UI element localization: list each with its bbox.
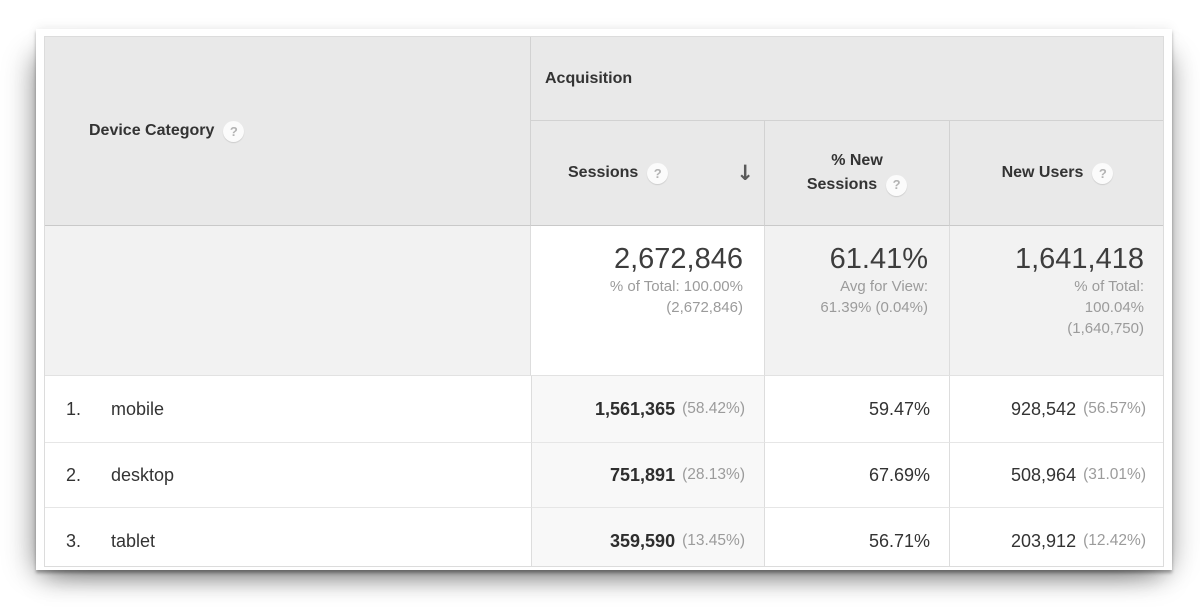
new-users-value: 508,964: [1011, 464, 1077, 485]
sessions-cell: 359,590 (13.45%): [531, 508, 764, 566]
sessions-percent: (58.42%): [682, 400, 745, 417]
sessions-cell: 1,561,365 (58.42%): [531, 376, 764, 443]
row-index: 1.: [66, 398, 82, 419]
help-icon[interactable]: ?: [647, 162, 669, 184]
help-icon[interactable]: ?: [1092, 162, 1114, 184]
table-row-device-tablet: 3. tablet: [45, 508, 531, 566]
summary-new-users-note: 100.04%: [1084, 299, 1144, 316]
sessions-cell: 751,891 (28.13%): [531, 443, 764, 508]
column-header-new-users[interactable]: New Users ?: [949, 121, 1163, 226]
new-users-percent: (12.42%): [1083, 532, 1146, 549]
summary-pct-new-sessions-cell: 61.41% Avg for View: 61.39% (0.04%): [764, 226, 949, 376]
summary-device-category-cell: [45, 226, 531, 376]
device-label: tablet: [111, 530, 156, 551]
pct-new-sessions-value: 59.47%: [868, 398, 930, 419]
device-category-header-label: Device Category: [89, 122, 215, 139]
pct-new-sessions-cell: 67.69%: [764, 443, 949, 508]
summary-new-users-note: % of Total:: [1074, 278, 1144, 295]
device-label: mobile: [111, 398, 165, 419]
sessions-value: 1,561,365: [595, 398, 676, 419]
summary-sessions-note: % of Total: 100.00%: [609, 278, 743, 295]
sort-descending-icon[interactable]: ↓: [736, 160, 754, 185]
pct-new-sessions-cell: 59.47%: [764, 376, 949, 443]
sessions-percent: (13.45%): [682, 532, 745, 549]
pct-new-sessions-header-line2: Sessions: [806, 176, 878, 193]
column-header-pct-new-sessions[interactable]: % New Sessions ?: [764, 121, 949, 226]
new-users-value: 203,912: [1011, 530, 1077, 551]
summary-new-users-cell: 1,641,418 % of Total: 100.04% (1,640,750…: [949, 226, 1163, 376]
new-users-cell: 928,542 (56.57%): [949, 376, 1163, 443]
sessions-value: 751,891: [610, 464, 676, 485]
device-label: desktop: [111, 464, 175, 485]
new-users-percent: (56.57%): [1083, 400, 1146, 417]
new-users-header-label: New Users: [1001, 164, 1084, 181]
help-icon[interactable]: ?: [886, 174, 908, 196]
new-users-value: 928,542: [1011, 398, 1077, 419]
column-header-sessions[interactable]: Sessions ? ↓: [531, 121, 764, 226]
summary-pct-new-sessions-note: Avg for View:: [840, 278, 928, 295]
table-row-device-desktop: 2. desktop: [45, 443, 531, 508]
device-category-table: Device Category ? Acquisition Sessions ?…: [44, 36, 1164, 567]
sessions-header-label: Sessions: [568, 164, 639, 181]
new-users-cell: 203,912 (12.42%): [949, 508, 1163, 566]
help-icon[interactable]: ?: [223, 120, 245, 142]
summary-new-users-value: 1,641,418: [1014, 243, 1144, 275]
pct-new-sessions-header-line1: % New: [831, 152, 883, 169]
row-index: 3.: [66, 530, 82, 551]
new-users-percent: (31.01%): [1083, 466, 1146, 483]
pct-new-sessions-value: 56.71%: [868, 530, 930, 551]
pct-new-sessions-cell: 56.71%: [764, 508, 949, 566]
summary-sessions-value: 2,672,846: [613, 243, 743, 275]
column-group-header-acquisition: Acquisition: [531, 37, 1163, 121]
analytics-table-card: Device Category ? Acquisition Sessions ?…: [36, 29, 1172, 570]
summary-sessions-cell: 2,672,846 % of Total: 100.00% (2,672,846…: [531, 226, 764, 376]
column-header-device-category[interactable]: Device Category ?: [45, 37, 531, 226]
row-index: 2.: [66, 464, 82, 485]
sessions-percent: (28.13%): [682, 466, 745, 483]
new-users-cell: 508,964 (31.01%): [949, 443, 1163, 508]
summary-new-users-note: (1,640,750): [1067, 320, 1144, 337]
summary-pct-new-sessions-value: 61.41%: [829, 243, 928, 275]
pct-new-sessions-value: 67.69%: [868, 464, 930, 485]
summary-sessions-note: (2,672,846): [666, 299, 743, 316]
sessions-value: 359,590: [610, 530, 676, 551]
summary-pct-new-sessions-note: 61.39% (0.04%): [820, 299, 928, 316]
table-row-device-mobile: 1. mobile: [45, 376, 531, 443]
acquisition-header-label: Acquisition: [545, 69, 633, 87]
